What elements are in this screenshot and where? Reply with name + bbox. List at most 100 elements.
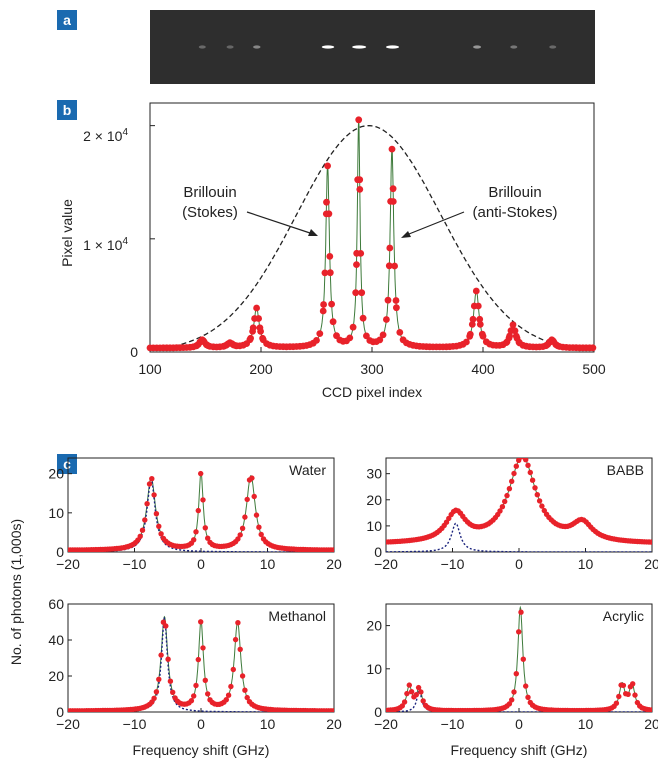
b-point-104 xyxy=(383,316,390,323)
panel-c-babb-point-64 xyxy=(532,485,538,491)
b-point-73 xyxy=(321,269,329,277)
panel-c-babb-xtick-0: −20 xyxy=(374,556,398,572)
panel-c-methanol-point-68 xyxy=(223,697,229,703)
panel-c-babb-xtick-1: −10 xyxy=(441,556,465,572)
panel-c-acrylic-point-15 xyxy=(418,689,424,695)
b-point-46 xyxy=(249,324,257,332)
b-point-87 xyxy=(349,323,357,331)
panel-c-methanol-ytick-3: 60 xyxy=(48,596,64,612)
b-point-111 xyxy=(389,198,397,205)
panel-c-acrylic-point-59 xyxy=(520,656,526,662)
b-fit-line xyxy=(150,119,594,349)
panel-c-babb-point-53 xyxy=(506,486,513,492)
b-point-158 xyxy=(509,321,517,329)
panel-c-water-title: Water xyxy=(289,462,326,478)
b-xtick-500: 500 xyxy=(582,361,606,377)
panel-c-water-point-31 xyxy=(137,533,143,539)
b-point-115 xyxy=(396,329,404,336)
panel-c-babb-point-50 xyxy=(499,504,506,510)
panel-c-methanol-title: Methanol xyxy=(268,608,326,624)
panel-c-methanol-xtick-1: −10 xyxy=(123,716,147,732)
annotation-stokes-line1: Brillouin xyxy=(183,184,236,201)
panel-c-acrylic-point-7 xyxy=(399,703,405,709)
panel-c-methanol-xtick-2: 0 xyxy=(197,716,205,732)
b-point-156 xyxy=(506,332,513,340)
panel-b-plot xyxy=(146,102,597,353)
panel-c-babb-ytick-3: 30 xyxy=(366,466,382,482)
panel-c-water-xtick-3: 10 xyxy=(260,556,276,572)
panel-c-acrylic-point-107 xyxy=(632,692,638,698)
b-xtick-300: 300 xyxy=(360,361,384,377)
b-point-81 xyxy=(329,318,337,326)
b-point-141 xyxy=(472,287,480,295)
b-point-137 xyxy=(466,330,474,338)
panel-c-methanol-point-77 xyxy=(244,694,250,701)
b-point-159 xyxy=(511,327,519,335)
b-point-89 xyxy=(353,261,360,268)
b-point-109 xyxy=(388,145,396,153)
panel-c-acrylic-point-56 xyxy=(513,671,519,677)
panel-c-babb-point-52 xyxy=(504,492,510,499)
panel-c-methanol-point-75 xyxy=(239,673,246,679)
panel-c-methanol-point-76 xyxy=(242,687,248,693)
arrow-antistokes xyxy=(403,211,465,237)
panel-c-water-point-36 xyxy=(149,476,155,482)
panel-c-acrylic-point-55 xyxy=(511,689,517,695)
panel-c-methanol-point-74 xyxy=(237,646,243,652)
b-point-71 xyxy=(319,307,327,315)
panel-c-acrylic-point-8 xyxy=(401,699,408,705)
panel-c-methanol-point-73 xyxy=(235,620,241,626)
panel-c-babb-xtick-2: 0 xyxy=(515,556,523,572)
b-point-49 xyxy=(255,315,262,322)
panel-c-acrylic-point-57 xyxy=(516,629,522,635)
panel-c-methanol-xtick-4: 20 xyxy=(326,716,342,732)
panel-c-methanol-data-points xyxy=(68,619,334,712)
arrow-antistokes-head xyxy=(401,231,411,238)
panel-c-water-point-54 xyxy=(191,537,197,543)
panel-c-water-xtick-0: −20 xyxy=(56,556,80,572)
b-point-110 xyxy=(389,185,397,193)
panel-c-water-point-60 xyxy=(205,535,211,541)
panel-c-babb-point-49 xyxy=(497,508,503,514)
panel-c-methanol-point-60 xyxy=(205,691,211,697)
panel-c-water-point-74 xyxy=(237,532,243,538)
ccd-image xyxy=(150,10,595,84)
b-point-44 xyxy=(247,334,255,342)
b-ylabel: Pixel value xyxy=(59,199,75,267)
b-xtick-400: 400 xyxy=(471,361,495,377)
panel-c-water-point-33 xyxy=(142,517,148,523)
b-point-48 xyxy=(253,304,260,312)
panel-c-methanol-point-42 xyxy=(163,623,169,629)
b-point-97 xyxy=(359,314,367,322)
ccd-spot-1 xyxy=(226,45,234,49)
b-point-94 xyxy=(356,186,364,193)
panel-c-babb-point-67 xyxy=(539,503,545,509)
b-point-143 xyxy=(476,315,484,323)
b-ytick-0: 0 xyxy=(130,344,138,360)
panel-c-methanol-point-71 xyxy=(230,666,236,673)
c-xlabel-right: Frequency shift (GHz) xyxy=(451,742,588,758)
panel-c-babb-point-56 xyxy=(513,463,519,469)
panel-c-babb-xtick-4: 20 xyxy=(644,556,658,572)
panel-c-acrylic-point-13 xyxy=(413,692,419,698)
panel-c-acrylic-ytick-2: 20 xyxy=(366,618,382,634)
panel-c-water-point-79 xyxy=(249,475,255,481)
ccd-spot-8 xyxy=(549,45,557,49)
panel-c-acrylic-point-104 xyxy=(625,691,631,697)
panel-c-water-point-55 xyxy=(193,529,199,535)
b-point-112 xyxy=(391,262,398,270)
panel-c-methanol-point-38 xyxy=(153,689,160,695)
panel-c-methanol-point-39 xyxy=(156,676,162,682)
panel-c-babb-title: BABB xyxy=(607,462,644,478)
panel-c-acrylic-point-114 xyxy=(648,707,652,712)
panel-c-methanol-fit-line xyxy=(68,615,334,712)
panel-c-babb-xtick-3: 10 xyxy=(578,556,594,572)
b-point-51 xyxy=(257,328,264,335)
panel-c-acrylic-xtick-0: −20 xyxy=(374,716,398,732)
subplot-water: Water −20 −10 0 10 20 0 10 20 xyxy=(48,457,342,572)
panel-c-methanol-point-114 xyxy=(330,708,334,712)
panel-c-methanol-plot-area xyxy=(68,615,334,712)
panel-label-a: a xyxy=(63,12,71,28)
panel-c-methanol-xtick-3: 10 xyxy=(260,716,276,732)
